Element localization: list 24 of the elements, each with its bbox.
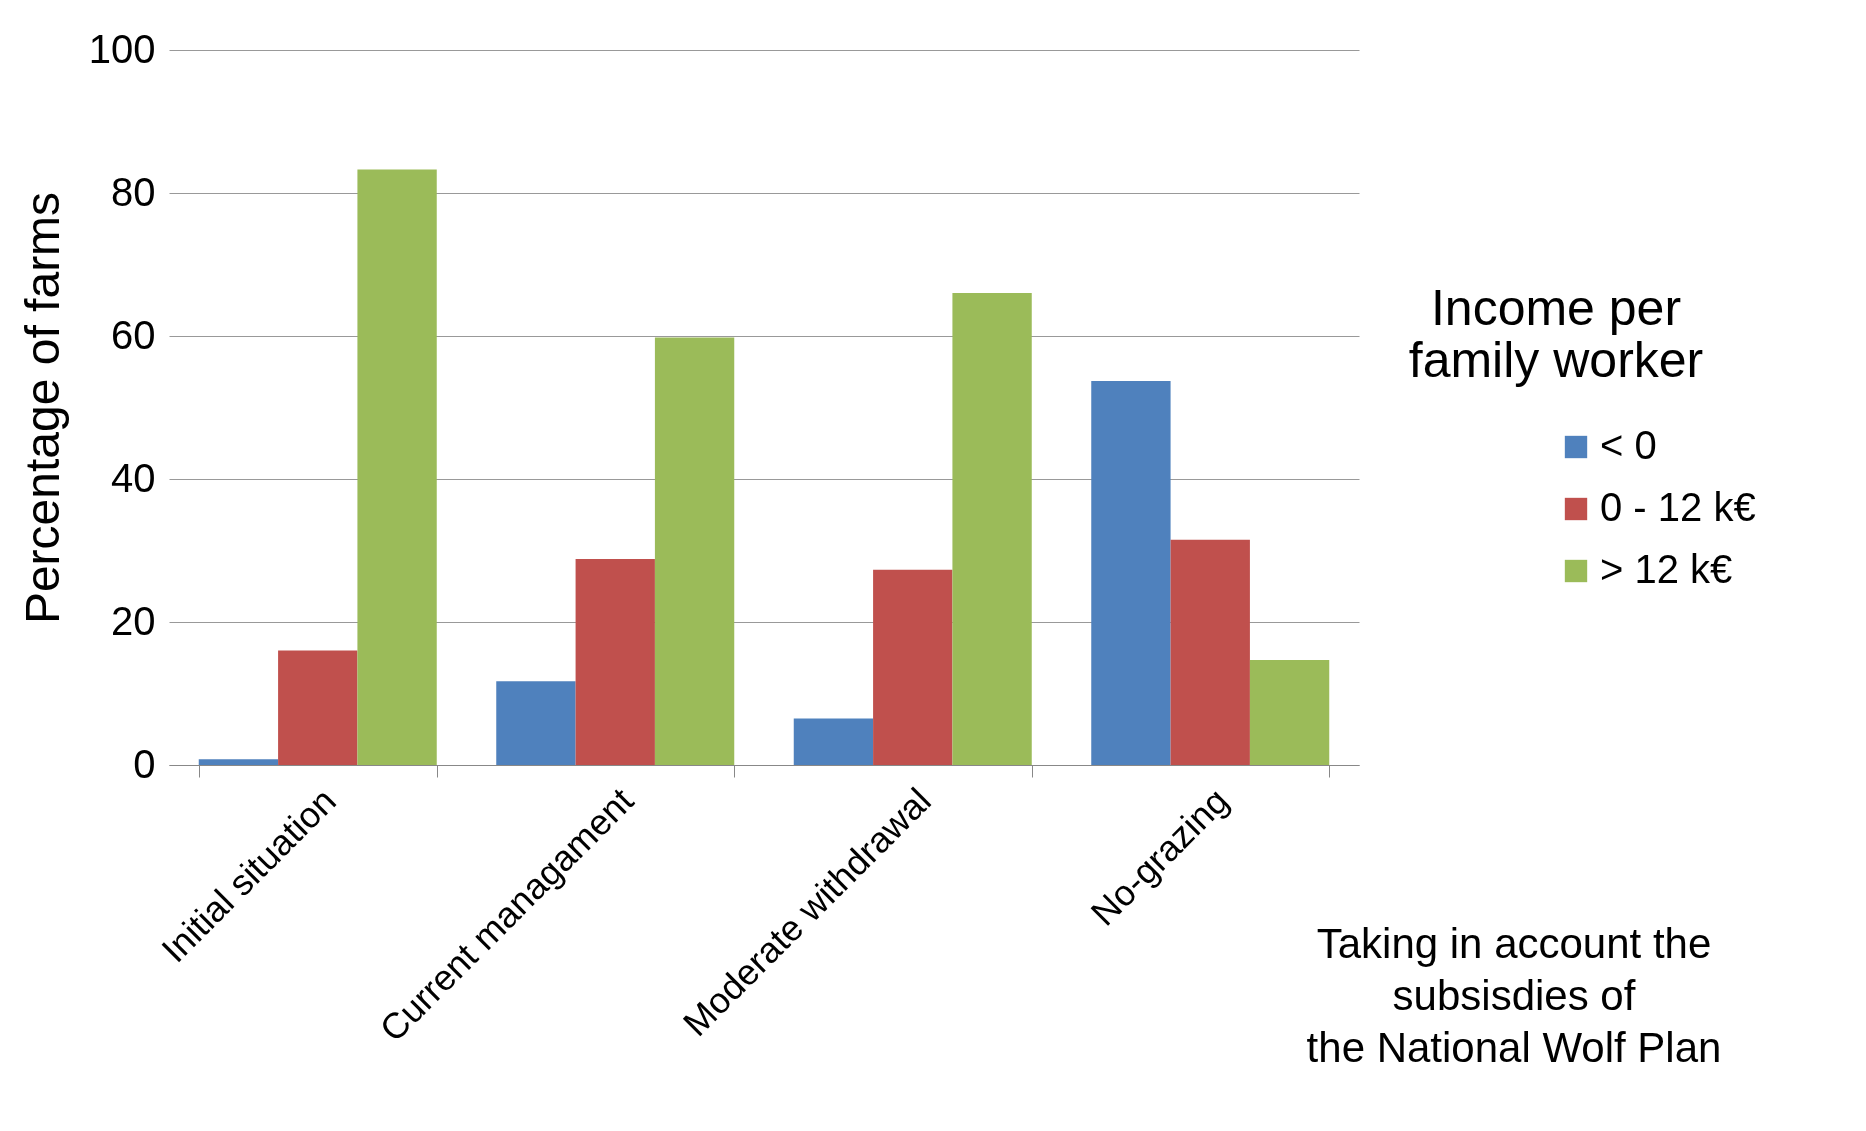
- bar: [793, 718, 874, 765]
- bar: [198, 759, 279, 765]
- bar: [654, 337, 735, 765]
- legend-title: Income per family worker: [1408, 280, 1704, 388]
- y-axis-title: Percentage of farms: [15, 191, 69, 625]
- text: Taking in account the subsisdies of the National Wolf Plan: [1306, 920, 1722, 1071]
- y-tick-label: 80: [111, 169, 156, 214]
- y-tick-label: 0: [133, 741, 156, 786]
- y-tick-label: 40: [111, 455, 156, 500]
- bar: [278, 650, 358, 765]
- bar: [1170, 539, 1250, 765]
- bar: [1249, 659, 1330, 765]
- bar: [1091, 381, 1171, 765]
- y-tick-label: 60: [111, 312, 156, 357]
- bar: [873, 569, 953, 765]
- bar: [496, 681, 576, 765]
- legend-label: < 0: [1600, 423, 1657, 467]
- y-tick-label: 20: [111, 598, 156, 643]
- legend-label: > 12 k€: [1600, 547, 1733, 591]
- bar: [952, 293, 1032, 765]
- bar: [357, 169, 437, 765]
- y-tick-label: 100: [88, 26, 156, 71]
- bar: [575, 559, 655, 765]
- legend-label: 0 - 12 k€: [1600, 485, 1756, 529]
